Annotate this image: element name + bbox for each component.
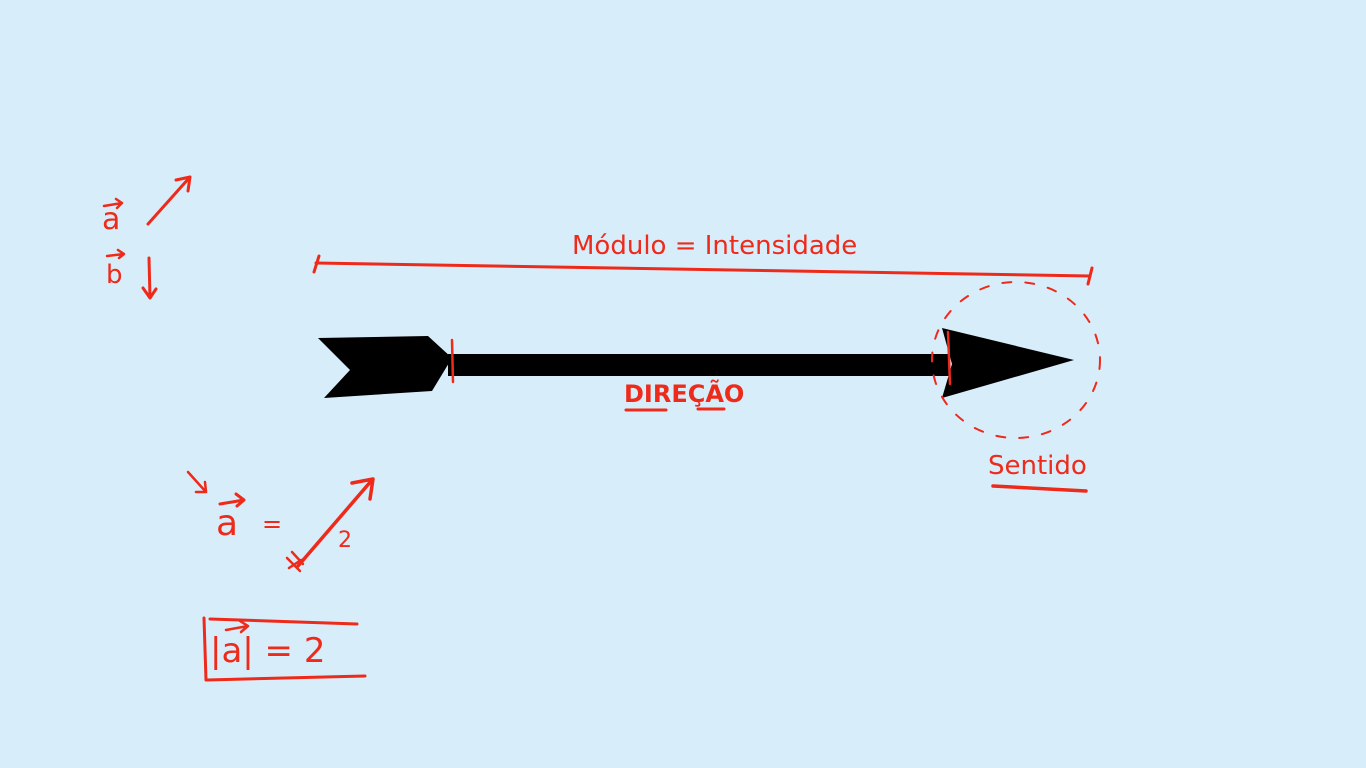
example-vector: a = 2 [186,470,375,573]
legend-vector-b-letter: b [106,260,123,290]
arrow-head [942,328,1074,398]
result-expression: |a| = 2 [210,631,325,671]
legend-vector-a-letter: a [102,202,120,237]
down-arrow-icon [141,256,158,300]
modulo-start-tick [312,254,321,274]
modulo-measure-line [314,261,1092,278]
example-arrow-icon [296,477,375,568]
vector-overarrow-icon [218,492,246,508]
arrow-fletching-icon [285,550,305,573]
head-marker [946,330,952,386]
vector-overarrow-icon [105,248,126,260]
modulo-label: Módulo = Intensidade [572,231,857,261]
arrow-tail-fletching [318,336,452,398]
legend-vector-b: b [105,248,158,300]
pointer-arrow-icon [186,470,208,494]
tail-marker [450,338,455,384]
result-box: |a| = 2 [202,616,367,682]
main-arrow [318,328,1074,398]
vector-overarrow-icon [102,197,124,210]
example-length: 2 [338,528,352,553]
arrow-shaft [448,354,950,376]
vector-overarrow-icon [224,619,250,634]
sentido-label: Sentido [988,451,1087,481]
example-equals: = [262,510,282,538]
diagonal-arrow-icon [146,175,192,226]
direcao-underline [624,407,726,412]
direcao-label: DIREÇÃO [624,379,744,408]
sentido-underline [991,484,1088,493]
modulo-end-tick [1086,266,1094,286]
legend-vector-a: a [102,175,192,237]
example-vector-letter: a [216,503,238,544]
result-box-border [202,616,367,682]
sentido-highlight-circle [931,281,1101,439]
